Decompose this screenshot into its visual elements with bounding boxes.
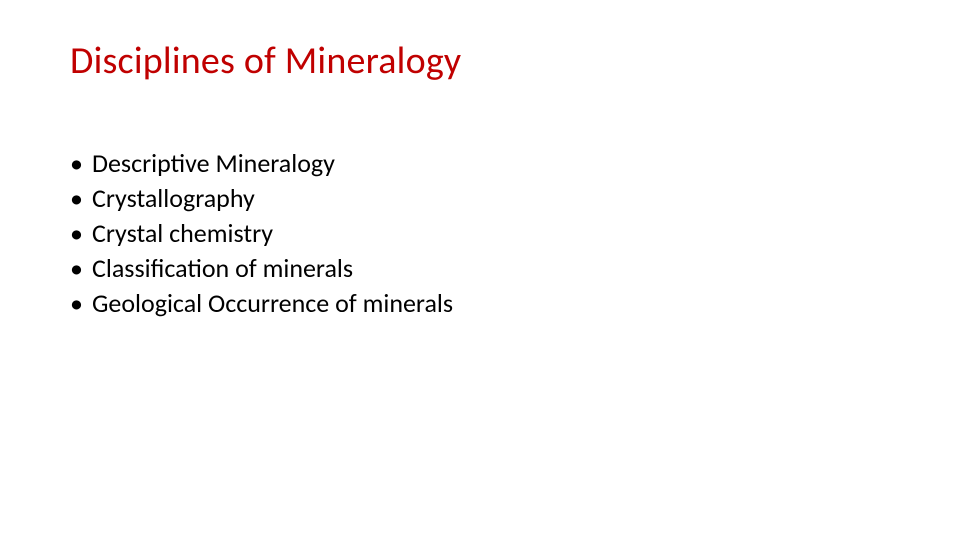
list-item: Geological Occurrence of minerals: [70, 286, 890, 321]
list-item: Descriptive Mineralogy: [70, 146, 890, 181]
slide-title: Disciplines of Mineralogy: [70, 38, 890, 84]
bullet-list: Descriptive Mineralogy Crystallography C…: [70, 146, 890, 321]
list-item: Classification of minerals: [70, 251, 890, 286]
list-item: Crystallography: [70, 181, 890, 216]
slide: Disciplines of Mineralogy Descriptive Mi…: [0, 0, 960, 540]
list-item: Crystal chemistry: [70, 216, 890, 251]
